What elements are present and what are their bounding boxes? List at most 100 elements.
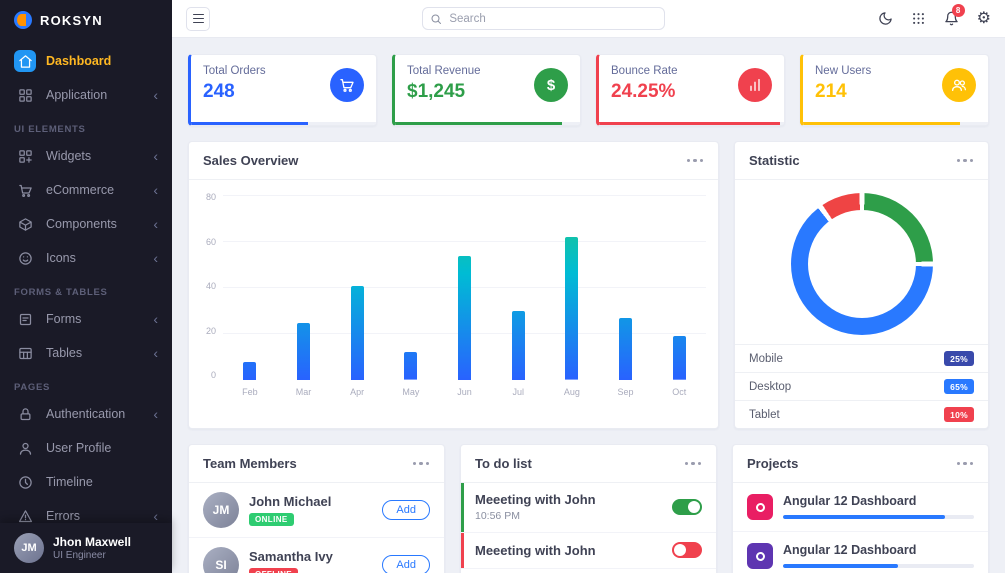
moon-icon: [878, 12, 892, 25]
card-menu-icon[interactable]: [956, 156, 975, 166]
sidebar-item-timeline[interactable]: Timeline: [0, 465, 172, 499]
sidebar-item-components[interactable]: Components: [0, 207, 172, 241]
chevron-left-icon: [153, 251, 158, 265]
team-members-card: Team Members JM John Michael ONLINE Add SI Sa…: [188, 444, 445, 573]
bar-slot: [277, 196, 331, 380]
legend-badge: 10%: [944, 407, 974, 422]
chart-bar-jun: [458, 255, 472, 380]
warning-icon: [14, 505, 36, 527]
todo-item: Meeeting with John: [461, 533, 716, 569]
sidebar-section-label: PAGES: [14, 382, 51, 393]
stat-value: $1,245: [407, 81, 466, 102]
bar-slot: [652, 196, 706, 380]
logo[interactable]: ROKSYN: [0, 0, 172, 40]
apps-grid-button[interactable]: [911, 11, 926, 26]
y-tick-label: 80: [205, 192, 216, 202]
member-meta: Samantha Ivy OFFLINE: [249, 549, 372, 573]
card-title: Team Members: [203, 456, 297, 471]
add-member-button[interactable]: Add: [382, 500, 430, 520]
x-tick-label: Jun: [457, 387, 472, 397]
todo-time: 10:56 PM: [475, 510, 520, 522]
member-name: Samantha Ivy: [249, 548, 333, 564]
chevron-left-icon: [153, 183, 158, 197]
card-header: Statistic: [735, 142, 988, 180]
sidebar-item-label: Errors: [46, 509, 81, 523]
chart-bar-mar: [297, 322, 310, 380]
member-meta: John Michael ONLINE: [249, 494, 372, 527]
menu-toggle-button[interactable]: [186, 6, 210, 31]
card-menu-icon[interactable]: [684, 459, 703, 469]
sidebar-item-forms[interactable]: Forms: [0, 302, 172, 336]
todo-title: Meeeting with John: [475, 542, 596, 558]
card-menu-icon[interactable]: [686, 156, 705, 166]
dark-mode-button[interactable]: [878, 11, 893, 26]
stat-card-total-orders: Total Orders 248: [188, 54, 377, 126]
stat-progress: [803, 122, 988, 125]
todo-items-list: Meeeting with John 10:56 PM Meeeting with …: [461, 483, 716, 569]
todo-toggle[interactable]: [672, 542, 702, 558]
grid-dots-icon: [912, 13, 924, 24]
y-tick-label: 40: [205, 281, 216, 291]
sidebar-section-label: UI ELEMENTS: [14, 124, 86, 135]
donut-wrap: [735, 180, 988, 344]
donut-legend: Mobile 25% Desktop 65% Tablet 10%: [735, 344, 988, 428]
sidebar-user[interactable]: JM Jhon Maxwell UI Engineer: [0, 523, 172, 573]
x-tick-label: Mar: [295, 387, 312, 397]
project-progress-fill: [783, 515, 946, 519]
card-menu-icon[interactable]: [956, 459, 975, 469]
gear-icon: [977, 11, 991, 27]
member-name: John Michael: [249, 493, 332, 509]
notifications-button[interactable]: 8: [944, 4, 965, 26]
stat-progress-fill: [191, 122, 308, 125]
chevron-left-icon: [153, 346, 158, 360]
stat-card-new-users: New Users 214: [800, 54, 989, 126]
forms-icon: [14, 308, 36, 330]
sales-bar-chart: 80 60 40 20 0 Feb Mar Apr May Jun Jul Aug Sep Oct: [189, 180, 718, 428]
sidebar-item-errors[interactable]: Errors: [0, 499, 172, 533]
x-tick-label: Feb: [242, 387, 258, 397]
project-progress-fill: [783, 564, 898, 568]
card-title: Statistic: [749, 153, 800, 168]
card-title: To do list: [475, 456, 532, 471]
bar-slot: [491, 196, 545, 380]
x-tick-label: Jul: [512, 387, 524, 397]
chart-plot: [223, 195, 706, 380]
chart-bar-aug: [565, 237, 579, 380]
sidebar-nav: Dashboard Application UI ELEMENTS Widgets eC…: [0, 40, 172, 533]
todo-toggle[interactable]: [672, 499, 702, 515]
todo-text: Meeeting with John: [475, 543, 596, 558]
projects-list: Angular 12 Dashboard Angular 12 Dashboard: [733, 483, 988, 573]
sidebar-item-tables[interactable]: Tables: [0, 336, 172, 370]
project-icon: [747, 543, 773, 569]
sidebar-item-ecommerce[interactable]: eCommerce: [0, 173, 172, 207]
stat-title: Total Orders: [203, 65, 266, 77]
card-header: To do list: [461, 445, 716, 483]
sidebar-item-application[interactable]: Application: [0, 78, 172, 112]
search-input[interactable]: [422, 7, 666, 30]
add-member-button[interactable]: Add: [382, 555, 430, 573]
cart-icon: [14, 179, 36, 201]
sidebar-item-user-profile[interactable]: User Profile: [0, 431, 172, 465]
components-icon: [14, 213, 36, 235]
sidebar-item-authentication[interactable]: Authentication: [0, 397, 172, 431]
sidebar-item-widgets[interactable]: Widgets: [0, 139, 172, 173]
bar-slot: [330, 196, 384, 380]
sidebar-item-dashboard[interactable]: Dashboard: [0, 44, 172, 78]
project-progress: [783, 515, 974, 519]
stat-progress-fill: [599, 122, 781, 125]
settings-button[interactable]: [977, 11, 991, 27]
stat-card-bounce-rate: Bounce Rate 24.25%: [596, 54, 785, 126]
bar-slot: [223, 196, 277, 380]
card-menu-icon[interactable]: [412, 459, 431, 469]
y-tick-label: 60: [205, 236, 216, 247]
widgets-icon: [14, 145, 36, 167]
chart-plot-wrap: Feb Mar Apr May Jun Jul Aug Sep Oct: [223, 195, 706, 420]
chevron-left-icon: [153, 312, 158, 326]
project-name: Angular 12 Dashboard: [783, 494, 917, 508]
project-name: Angular 12 Dashboard: [783, 543, 917, 557]
bottom-row: Team Members JM John Michael ONLINE Add SI Sa…: [188, 444, 989, 573]
user-avatar: JM: [14, 533, 44, 563]
sidebar-item-icons[interactable]: Icons: [0, 241, 172, 275]
legend-row-mobile: Mobile 25%: [735, 344, 988, 372]
